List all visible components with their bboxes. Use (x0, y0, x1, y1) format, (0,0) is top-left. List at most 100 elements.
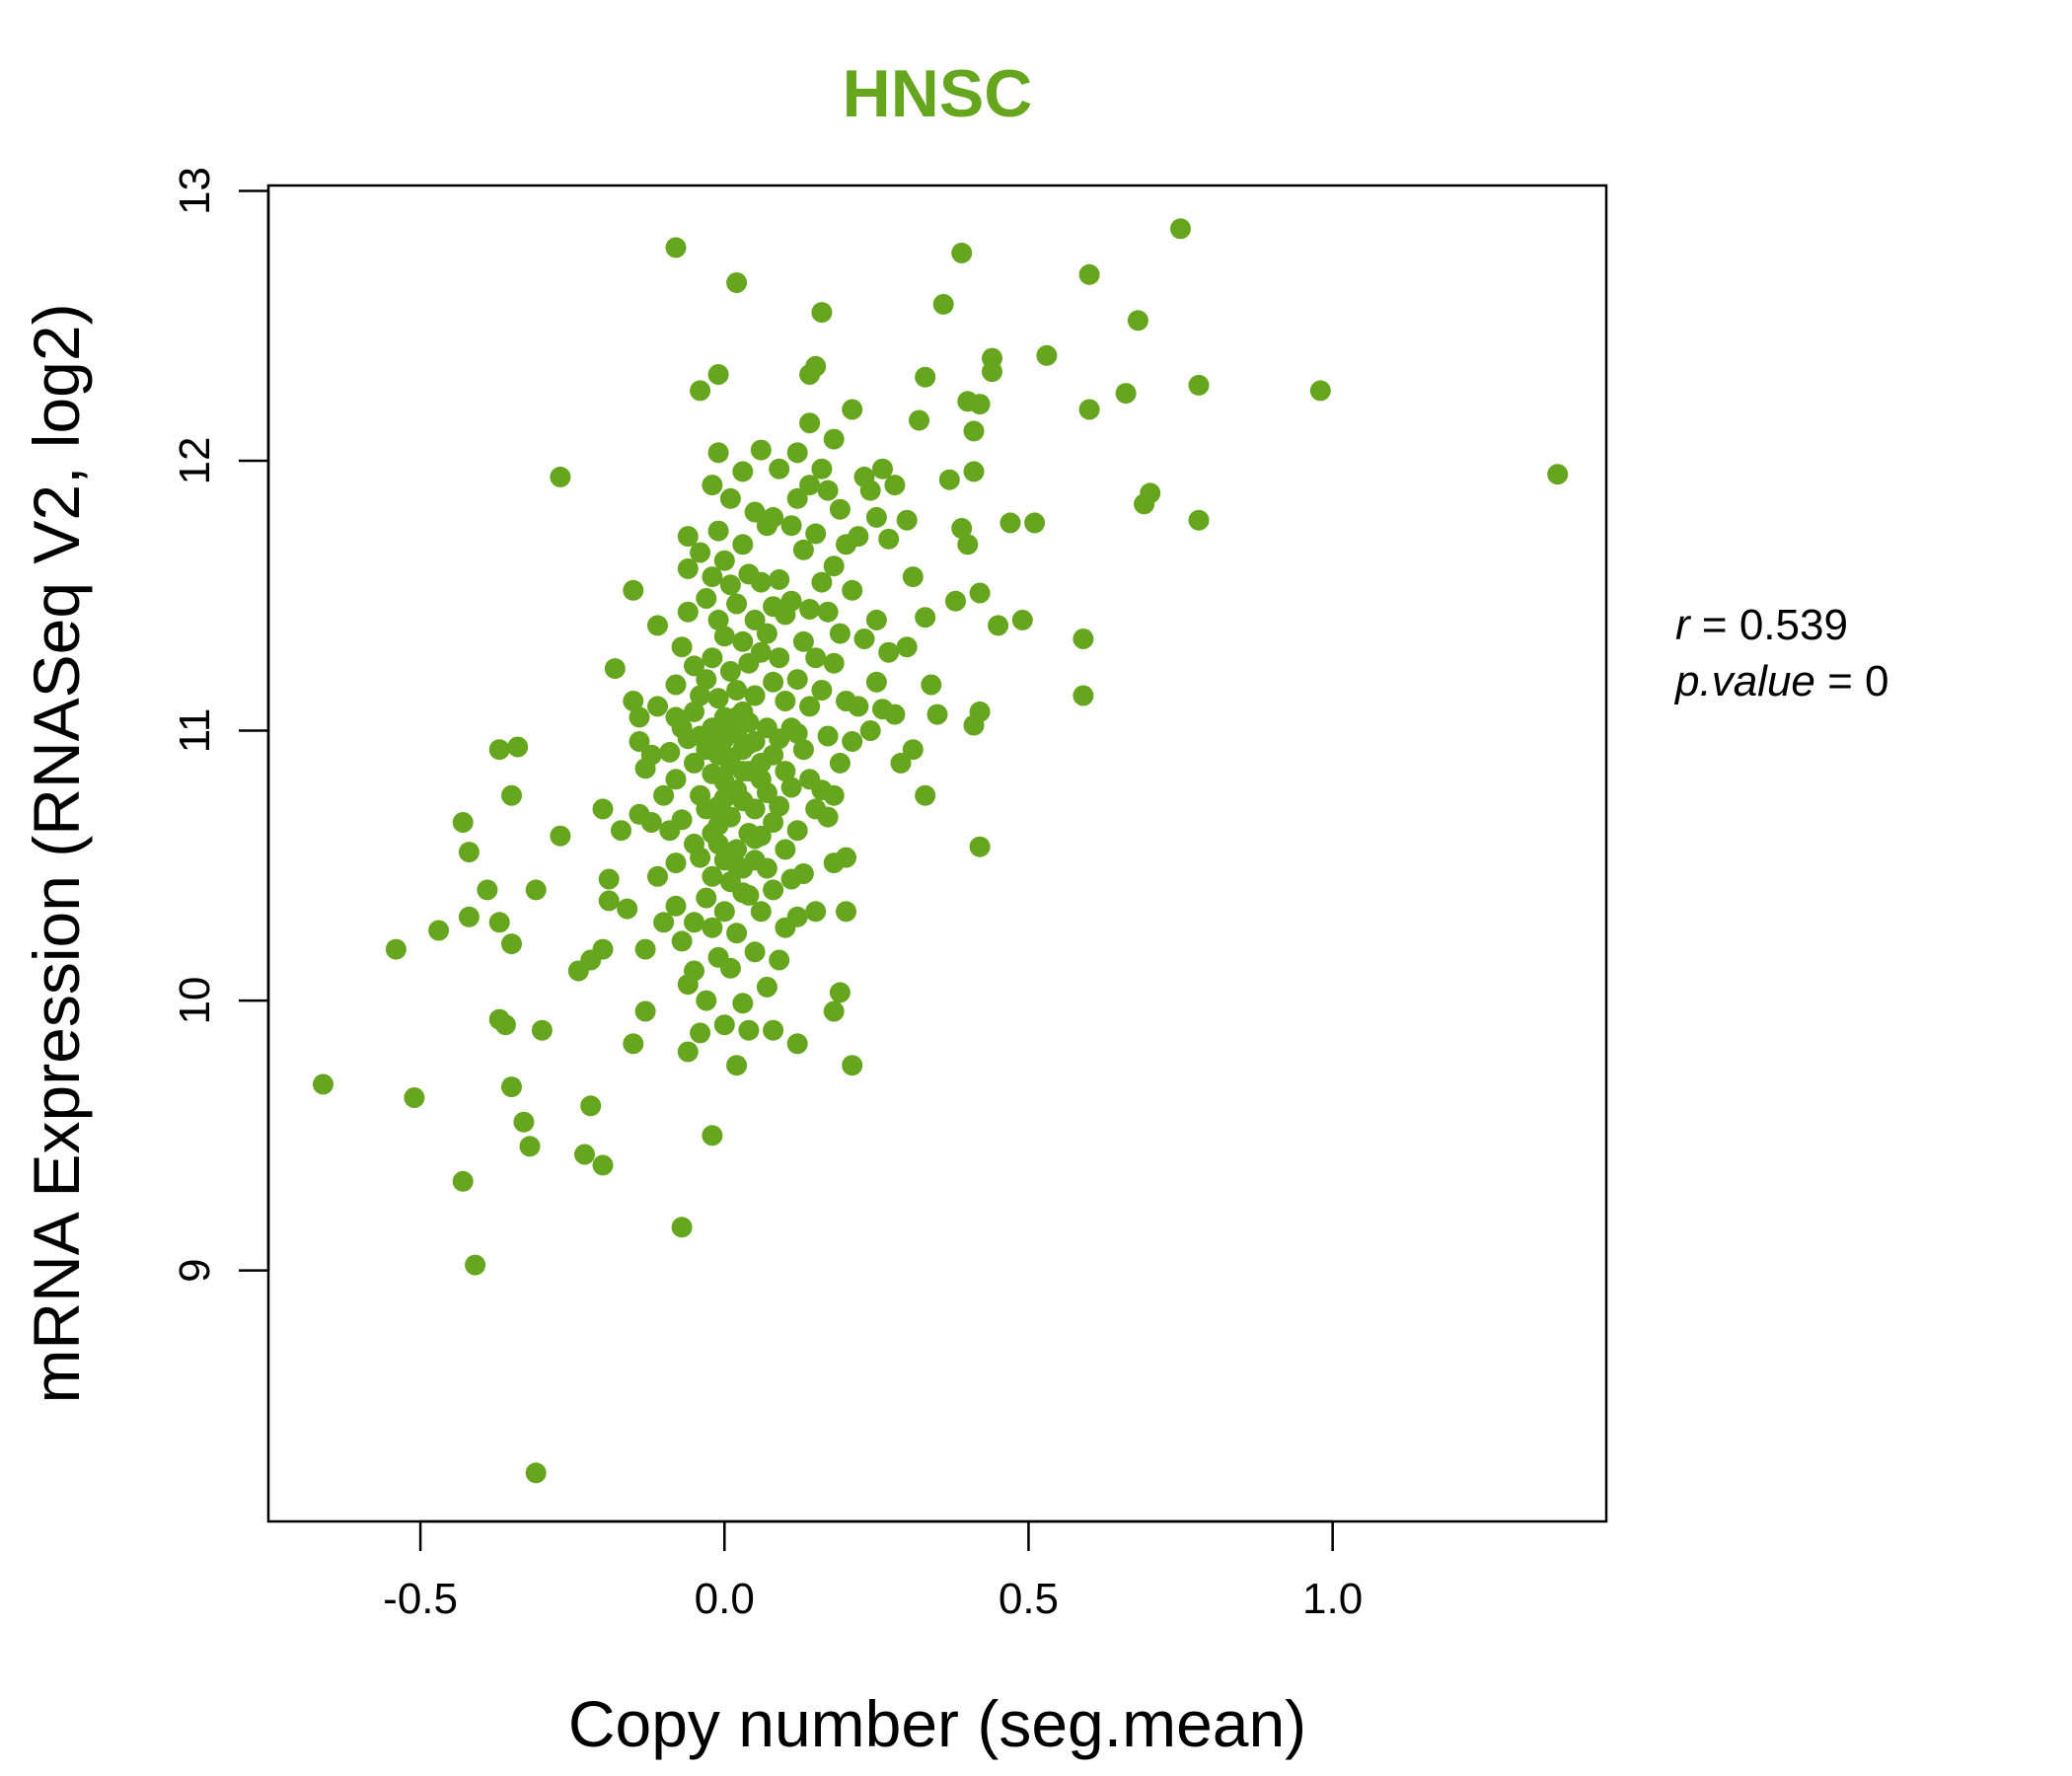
data-point (707, 364, 729, 385)
data-point (744, 609, 766, 630)
data-point (957, 534, 979, 555)
data-point (890, 752, 912, 774)
data-point (811, 680, 833, 701)
data-point (458, 906, 480, 927)
data-point (750, 769, 772, 790)
data-point (385, 938, 407, 960)
data-point (525, 879, 547, 901)
data-point (501, 933, 522, 955)
data-point (859, 480, 881, 501)
y-tick-label: 13 (171, 167, 219, 215)
data-point (428, 920, 450, 941)
x-tick-label: -0.5 (383, 1575, 458, 1623)
data-point (792, 863, 814, 884)
data-point (786, 669, 808, 691)
data-point (647, 865, 668, 887)
data-point (696, 669, 717, 691)
data-point (684, 912, 704, 933)
data-point (775, 691, 796, 711)
data-point (763, 506, 784, 528)
data-point (842, 579, 863, 601)
data-point (647, 696, 668, 717)
data-point (640, 744, 662, 766)
data-point (1115, 383, 1137, 405)
data-point (1078, 399, 1100, 420)
data-point (884, 703, 906, 725)
data-point (732, 630, 754, 652)
data-point (732, 534, 754, 555)
data-point (750, 641, 772, 663)
y-tick-label: 10 (171, 977, 219, 1025)
data-point (1127, 310, 1148, 332)
data-point (763, 744, 784, 766)
data-point (969, 701, 991, 722)
data-point (713, 720, 735, 741)
data-point (617, 898, 638, 920)
data-point (969, 394, 991, 415)
data-point (842, 1055, 863, 1076)
data-points (313, 218, 1569, 1484)
data-point (902, 566, 924, 588)
data-point (702, 647, 723, 669)
data-point (665, 895, 687, 917)
data-point (775, 839, 796, 860)
data-point (623, 1033, 644, 1055)
data-point (786, 442, 808, 464)
data-point (501, 1076, 522, 1098)
data-point (865, 671, 887, 693)
data-point (719, 747, 741, 769)
data-point (902, 739, 924, 761)
x-axis-label: Copy number (seg.mean) (568, 1687, 1306, 1760)
data-point (452, 812, 474, 833)
data-point (713, 901, 735, 923)
data-point (677, 601, 699, 623)
data-point (580, 1095, 602, 1117)
data-point (805, 647, 827, 669)
data-point (780, 515, 802, 537)
data-point (465, 1254, 486, 1276)
y-tick-label: 9 (171, 1258, 219, 1282)
data-point (744, 828, 766, 850)
data-point (738, 733, 760, 755)
data-point (519, 1136, 541, 1157)
data-point (690, 380, 711, 402)
data-point (811, 458, 833, 480)
data-point (744, 941, 766, 963)
data-point (732, 761, 754, 782)
data-point (909, 409, 929, 431)
data-point (786, 487, 808, 509)
data-point (915, 366, 936, 388)
data-point (702, 733, 723, 755)
data-point (938, 469, 960, 490)
data-point (1547, 464, 1569, 485)
data-point (792, 739, 814, 761)
data-point (665, 674, 687, 696)
data-point (726, 706, 748, 728)
data-point (786, 906, 808, 927)
data-point (769, 795, 790, 817)
data-point (817, 601, 839, 623)
data-point (951, 242, 973, 263)
data-point (829, 498, 851, 520)
data-point (988, 615, 1009, 636)
data-point (494, 1014, 516, 1036)
data-point (665, 852, 687, 874)
data-point (707, 609, 729, 630)
data-point (634, 938, 656, 960)
data-point (477, 879, 498, 901)
data-point (969, 836, 991, 857)
data-point (592, 1154, 614, 1176)
data-point (811, 571, 833, 593)
data-point (732, 993, 754, 1014)
data-point (799, 696, 821, 717)
data-point (598, 890, 620, 912)
data-point (915, 784, 936, 806)
data-point (823, 428, 845, 450)
data-point (836, 847, 856, 868)
data-point (811, 302, 833, 324)
data-point (726, 839, 748, 860)
data-point (921, 674, 942, 696)
data-point (623, 691, 644, 711)
data-point (707, 814, 729, 836)
data-point (799, 599, 821, 620)
